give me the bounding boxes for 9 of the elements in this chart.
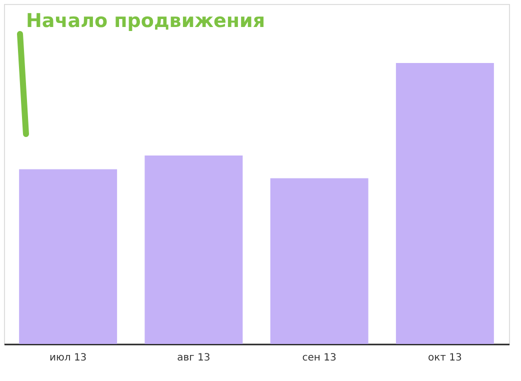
text: Начало продвижения	[26, 10, 266, 32]
x-tick-label: окт 13	[428, 352, 462, 364]
bar	[396, 63, 494, 344]
x-tick-label: авг 13	[177, 352, 210, 364]
bar	[144, 155, 243, 344]
x-tick-label: сен 13	[302, 352, 336, 364]
x-tick-label: июл 13	[49, 352, 87, 364]
bar	[270, 178, 368, 344]
bar	[19, 169, 118, 344]
